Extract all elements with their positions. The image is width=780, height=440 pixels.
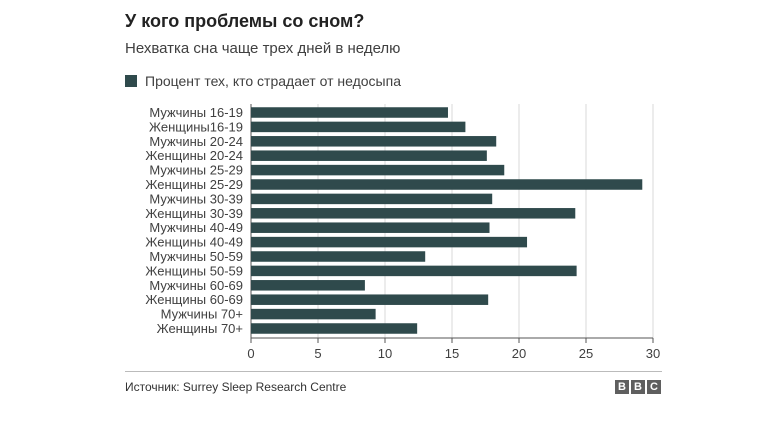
category-label: Женщины 40-49 xyxy=(145,235,243,250)
bar xyxy=(251,251,426,262)
bar xyxy=(251,121,466,133)
bbc-logo-letter: B xyxy=(615,380,629,394)
category-label: Мужчины 25-29 xyxy=(149,163,243,178)
category-label: Женщины 70+ xyxy=(157,321,243,336)
category-label: Мужчины 20-24 xyxy=(149,134,243,149)
source-note: Источник: Surrey Sleep Research Centre xyxy=(125,380,347,394)
bar xyxy=(251,150,487,161)
bbc-logo-letter: C xyxy=(647,380,661,394)
category-label: Женщины 20-24 xyxy=(145,148,243,163)
bar xyxy=(251,179,643,190)
footer-divider xyxy=(125,371,662,372)
bar xyxy=(251,265,577,277)
bar xyxy=(251,308,376,320)
legend-label: Процент тех, кто страдает от недосыпа xyxy=(145,73,401,89)
bar xyxy=(251,164,505,176)
category-label: Женщины 50-59 xyxy=(145,263,243,278)
category-label: Мужчины 50-59 xyxy=(149,249,243,264)
category-label: Мужчины 30-39 xyxy=(149,191,243,206)
bbc-logo: B B C xyxy=(615,380,661,394)
x-tick-label: 5 xyxy=(314,346,321,361)
category-label: Мужчины 60-69 xyxy=(149,278,243,293)
x-tick-label: 20 xyxy=(512,346,526,361)
category-label: Женщины 30-39 xyxy=(145,206,243,221)
legend: Процент тех, кто страдает от недосыпа xyxy=(125,73,401,89)
bar xyxy=(251,280,365,291)
category-label: Женщины 25-29 xyxy=(145,177,243,192)
bar xyxy=(251,136,497,147)
x-tick-label: 15 xyxy=(445,346,459,361)
chart-subtitle: Нехватка сна чаще трех дней в неделю xyxy=(125,40,401,57)
bar xyxy=(251,222,490,233)
x-tick-label: 10 xyxy=(378,346,392,361)
category-label: Женщины 60-69 xyxy=(145,292,243,307)
x-tick-label: 30 xyxy=(646,346,660,361)
bar xyxy=(251,193,493,205)
category-label: Мужчины 70+ xyxy=(161,307,243,322)
bar xyxy=(251,236,528,248)
chart-title: У кого проблемы со сном? xyxy=(125,11,365,31)
x-tick-label: 0 xyxy=(247,346,254,361)
legend-swatch xyxy=(125,75,137,87)
bar xyxy=(251,208,576,219)
bar xyxy=(251,323,418,334)
bbc-logo-letter: B xyxy=(631,380,645,394)
category-label: Мужчины 16-19 xyxy=(149,105,243,120)
category-label: Мужчины 40-49 xyxy=(149,220,243,235)
bar xyxy=(251,294,489,305)
bar xyxy=(251,107,448,118)
category-label: Женщины16-19 xyxy=(149,119,243,134)
x-tick-label: 25 xyxy=(579,346,593,361)
